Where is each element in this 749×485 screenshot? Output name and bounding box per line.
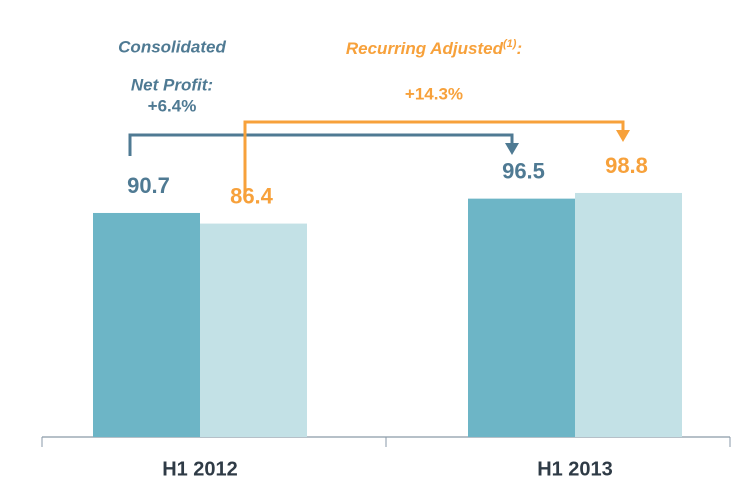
annotation: Recurring Adjusted(1): — [346, 38, 522, 59]
data-label: 90.7 — [127, 173, 170, 198]
arrow-head — [616, 130, 630, 142]
bar — [468, 198, 575, 437]
data-label: 98.8 — [605, 153, 648, 178]
annotation: Consolidated — [118, 37, 226, 56]
arrow-head — [505, 143, 519, 155]
annotation-superscript: (1) — [503, 38, 517, 50]
x-tick-label: H1 2013 — [537, 458, 613, 480]
annotation-suffix: : — [516, 39, 522, 58]
annotation-change: +14.3% — [405, 84, 463, 103]
bar — [93, 212, 200, 437]
bar — [575, 192, 682, 437]
annotation-change: +6.4% — [148, 96, 197, 115]
x-tick-label: H1 2012 — [162, 458, 238, 480]
data-label: 86.4 — [230, 183, 274, 208]
annotation: Net Profit: — [131, 75, 213, 94]
annotation-text: Recurring Adjusted — [346, 39, 504, 58]
data-label: 96.5 — [502, 158, 545, 183]
bar — [200, 223, 307, 437]
bracket — [243, 120, 625, 198]
bracket — [128, 133, 514, 156]
